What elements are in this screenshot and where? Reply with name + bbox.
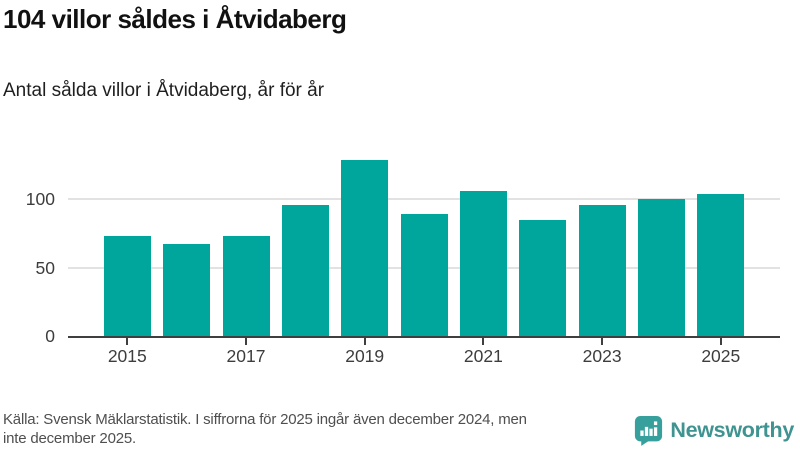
x-axis-tick-2025	[719, 337, 722, 345]
x-axis-label-2023: 2023	[582, 346, 622, 366]
x-axis-tick-2023	[601, 337, 604, 345]
source-note-line: inte december 2025.	[3, 429, 136, 447]
source-note-line: Källa: Svensk Mäklarstatistik. I siffror…	[3, 411, 527, 428]
bar-2024	[637, 199, 685, 336]
x-axis-label-2021: 2021	[463, 346, 503, 366]
x-axis-tick-2015	[126, 337, 129, 345]
chart-subtitle: Antal sålda villor i Åtvidaberg, år för …	[3, 80, 325, 101]
newsworthy-wordmark: Newsworthy	[670, 418, 794, 442]
y-axis-label-50: 50	[35, 257, 55, 278]
x-axis-label-2017: 2017	[226, 346, 266, 366]
x-axis-tick-2021	[482, 337, 485, 345]
bar-2015	[103, 236, 151, 336]
source-note: Källa: Svensk Mäklarstatistik. I siffror…	[3, 411, 527, 448]
bar-2020	[400, 214, 448, 336]
x-axis-tick-2019	[363, 337, 366, 345]
bar-chart-speech-bubble-icon	[634, 415, 663, 446]
x-axis-tick-2017	[245, 337, 247, 345]
bar-2022	[519, 219, 567, 336]
y-axis-label-100: 100	[25, 189, 55, 210]
bar-2017	[222, 236, 270, 336]
x-axis-line	[68, 335, 780, 338]
page-title: 104 villor såldes i Åtvidaberg	[3, 4, 347, 34]
x-axis-label-2025: 2025	[701, 346, 741, 366]
bar-2025	[697, 193, 745, 336]
bar-2023	[578, 204, 626, 336]
x-axis-label-2015: 2015	[107, 346, 147, 366]
bar-2021	[459, 191, 507, 336]
bar-2018	[281, 204, 329, 336]
gridline-100	[68, 198, 780, 201]
bar-2016	[163, 244, 211, 336]
newsworthy-logo[interactable]: Newsworthy	[634, 415, 794, 446]
bar-2019	[341, 159, 389, 336]
x-axis-label-2019: 2019	[345, 346, 385, 366]
y-axis-label-0: 0	[45, 326, 55, 346]
